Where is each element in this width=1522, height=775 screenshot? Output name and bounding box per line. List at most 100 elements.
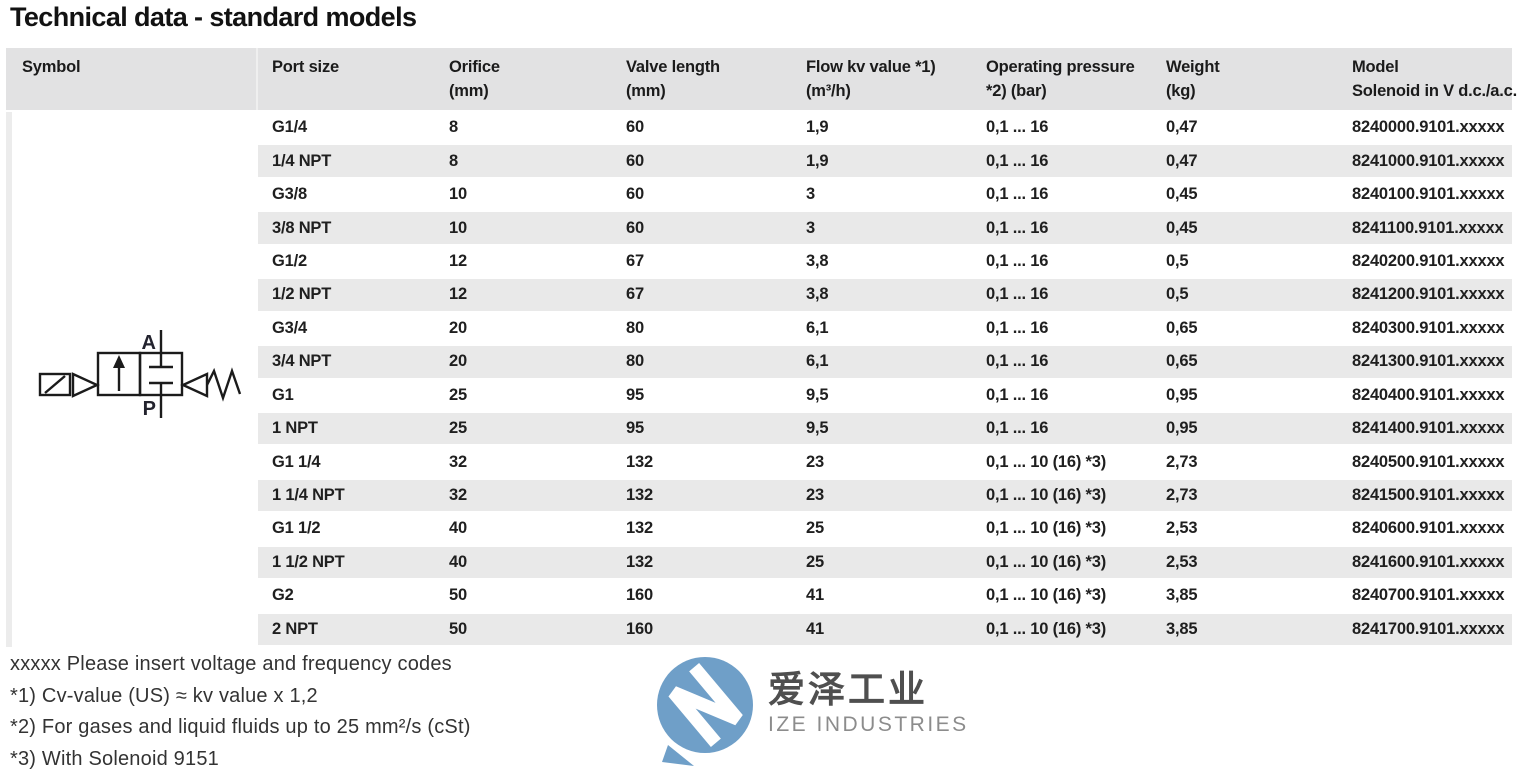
header-unit: (mm): [449, 79, 612, 103]
table-cell: 8241600.9101.xxxxx: [1338, 553, 1512, 572]
header-unit: (kg): [1166, 79, 1338, 103]
header-model: Model Solenoid in V d.c./a.c.: [1338, 48, 1517, 110]
table-cell: 60: [612, 219, 792, 238]
table-cell: 8240700.9101.xxxxx: [1338, 586, 1512, 605]
table-cell: 40: [435, 553, 612, 572]
table-cell: 67: [612, 252, 792, 271]
table-cell: 132: [612, 486, 792, 505]
table-cell: 0,1 ... 16: [972, 118, 1152, 137]
table-cell: 1/4 NPT: [258, 152, 435, 171]
table-cell: 8240400.9101.xxxxx: [1338, 386, 1512, 405]
header-unit: (mm): [626, 79, 792, 103]
table-cell: 2,73: [1152, 453, 1338, 472]
table-cell: 0,45: [1152, 219, 1338, 238]
header-port-size: Port size: [258, 48, 435, 110]
table-cell: 41: [792, 620, 972, 639]
table-cell: 0,5: [1152, 285, 1338, 304]
table-cell: 0,1 ... 16: [972, 219, 1152, 238]
header-unit: (m³/h): [806, 79, 972, 103]
table-cell: 0,1 ... 16: [972, 185, 1152, 204]
table-cell: 8240300.9101.xxxxx: [1338, 319, 1512, 338]
table-cell: G1 1/4: [258, 453, 435, 472]
table-cell: 0,1 ... 16: [972, 285, 1152, 304]
table-cell: 1 1/4 NPT: [258, 486, 435, 505]
header-orifice: Orifice (mm): [435, 48, 612, 110]
table-cell: 23: [792, 453, 972, 472]
table-cell: 3,8: [792, 285, 972, 304]
footnote-3: *3) With Solenoid 9151: [10, 744, 471, 775]
header-unit: Solenoid in V d.c./a.c.: [1352, 79, 1517, 103]
table-cell: 95: [612, 419, 792, 438]
header-operating-pressure: Operating pressure *2) (bar): [972, 48, 1152, 110]
table-cell: 10: [435, 219, 612, 238]
port-label-a: A: [142, 332, 156, 354]
table-cell: 8: [435, 152, 612, 171]
table-cell: 8241200.9101.xxxxx: [1338, 285, 1512, 304]
table-cell: 8240600.9101.xxxxx: [1338, 519, 1512, 538]
table-cell: 0,1 ... 16: [972, 419, 1152, 438]
table-cell: 50: [435, 586, 612, 605]
header-valve-length: Valve length (mm): [612, 48, 792, 110]
table-cell: 20: [435, 319, 612, 338]
header-symbol: Symbol: [6, 48, 258, 110]
table-cell: 20: [435, 352, 612, 371]
table-cell: 0,95: [1152, 419, 1338, 438]
table-cell: G3/8: [258, 185, 435, 204]
table-cell: 3,8: [792, 252, 972, 271]
table-cell: 3,85: [1152, 586, 1338, 605]
table-cell: 9,5: [792, 419, 972, 438]
ize-watermark-en: IZE INDUSTRIES: [768, 713, 969, 737]
table-cell: 60: [612, 152, 792, 171]
table-cell: 0,1 ... 16: [972, 352, 1152, 371]
table-cell: 12: [435, 285, 612, 304]
table-cell: 1,9: [792, 118, 972, 137]
table-cell: 0,1 ... 16: [972, 152, 1152, 171]
table-cell: 0,1 ... 10 (16) *3): [972, 620, 1152, 639]
table-cell: 41: [792, 586, 972, 605]
table-cell: 32: [435, 453, 612, 472]
table-cell: 25: [435, 419, 612, 438]
table-cell: 0,45: [1152, 185, 1338, 204]
table-cell: 25: [792, 553, 972, 572]
table-header-row: Symbol Port size Orifice (mm) Valve leng…: [6, 48, 1512, 110]
table-cell: 160: [612, 586, 792, 605]
ize-watermark-text: 爱泽工业 IZE INDUSTRIES: [768, 653, 969, 737]
header-flow-kv-value: Flow kv value *1) (m³/h): [792, 48, 972, 110]
table-cell: 0,47: [1152, 118, 1338, 137]
footnote-2: *2) For gases and liquid fluids up to 25…: [10, 712, 471, 744]
table-cell: 132: [612, 553, 792, 572]
table-cell: 25: [792, 519, 972, 538]
header-label: Operating pressure: [986, 55, 1152, 79]
table-cell: 2,53: [1152, 519, 1338, 538]
table-cell: 0,1 ... 10 (16) *3): [972, 519, 1152, 538]
table-cell: 8241400.9101.xxxxx: [1338, 419, 1512, 438]
table-cell: G1: [258, 386, 435, 405]
table-cell: 132: [612, 519, 792, 538]
ize-watermark: 爱泽工业 IZE INDUSTRIES: [652, 653, 969, 773]
table-cell: 3: [792, 185, 972, 204]
table-cell: 67: [612, 285, 792, 304]
header-unit: *2) (bar): [986, 79, 1152, 103]
table-cell: 0,65: [1152, 319, 1338, 338]
table-cell: 6,1: [792, 319, 972, 338]
table-cell: 8240200.9101.xxxxx: [1338, 252, 1512, 271]
table-cell: 60: [612, 118, 792, 137]
header-label: Port size: [272, 55, 435, 79]
table-cell: G1/4: [258, 118, 435, 137]
table-cell: 0,65: [1152, 352, 1338, 371]
header-label: Valve length: [626, 55, 792, 79]
table-cell: G1 1/2: [258, 519, 435, 538]
table-cell: 12: [435, 252, 612, 271]
table-cell: 3/4 NPT: [258, 352, 435, 371]
